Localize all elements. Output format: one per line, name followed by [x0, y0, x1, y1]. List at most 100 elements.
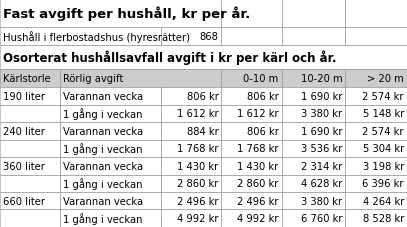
Bar — [221, 122, 282, 140]
Bar — [345, 28, 407, 46]
Text: 1 430 kr: 1 430 kr — [237, 161, 279, 171]
Text: 1 690 kr: 1 690 kr — [301, 91, 342, 101]
Bar — [161, 210, 221, 227]
Text: 360 liter: 360 liter — [3, 161, 45, 171]
Bar — [282, 140, 345, 157]
Bar — [161, 157, 221, 175]
Text: 1 430 kr: 1 430 kr — [177, 161, 219, 171]
Bar — [0, 210, 60, 227]
Text: 3 198 kr: 3 198 kr — [363, 161, 404, 171]
Bar — [282, 70, 345, 88]
Bar — [345, 192, 407, 210]
Bar — [282, 122, 345, 140]
Bar — [282, 0, 345, 28]
Bar — [161, 28, 221, 46]
Bar — [282, 192, 345, 210]
Bar — [345, 105, 407, 122]
Bar — [0, 192, 60, 210]
Bar — [282, 175, 345, 192]
Bar — [221, 175, 282, 192]
Bar — [0, 70, 60, 88]
Bar — [0, 46, 407, 70]
Bar — [60, 122, 161, 140]
Bar — [282, 210, 345, 227]
Text: 5 148 kr: 5 148 kr — [363, 109, 404, 119]
Text: Osorterat hushållsavfall avgift i kr per kärl och år.: Osorterat hushållsavfall avgift i kr per… — [3, 50, 337, 65]
Text: 2 860 kr: 2 860 kr — [237, 178, 279, 188]
Bar — [221, 140, 282, 157]
Bar — [0, 157, 60, 175]
Bar — [221, 210, 282, 227]
Bar — [161, 28, 221, 46]
Bar — [161, 175, 221, 192]
Bar — [161, 192, 221, 210]
Bar — [345, 157, 407, 175]
Bar — [161, 192, 221, 210]
Bar — [282, 140, 345, 157]
Bar — [0, 140, 60, 157]
Bar — [0, 0, 221, 28]
Text: Varannan vecka: Varannan vecka — [63, 196, 143, 206]
Bar — [221, 105, 282, 122]
Bar — [0, 88, 60, 105]
Bar — [60, 157, 161, 175]
Bar — [161, 88, 221, 105]
Bar — [161, 88, 221, 105]
Bar — [0, 46, 407, 70]
Text: Varannan vecka: Varannan vecka — [63, 126, 143, 136]
Bar — [161, 122, 221, 140]
Text: 3 380 kr: 3 380 kr — [301, 196, 342, 206]
Text: 1 768 kr: 1 768 kr — [237, 144, 279, 154]
Text: 884 kr: 884 kr — [187, 126, 219, 136]
Text: 1 768 kr: 1 768 kr — [177, 144, 219, 154]
Bar — [0, 122, 60, 140]
Text: 6 396 kr: 6 396 kr — [363, 178, 404, 188]
Text: 2 496 kr: 2 496 kr — [237, 196, 279, 206]
Bar — [345, 28, 407, 46]
Text: 5 304 kr: 5 304 kr — [363, 144, 404, 154]
Bar — [345, 88, 407, 105]
Text: 1 gång i veckan: 1 gång i veckan — [63, 108, 143, 120]
Text: 10-20 m: 10-20 m — [300, 74, 342, 84]
Bar — [60, 192, 161, 210]
Bar — [0, 105, 60, 122]
Bar — [345, 122, 407, 140]
Bar — [0, 192, 60, 210]
Text: 1 gång i veckan: 1 gång i veckan — [63, 212, 143, 224]
Text: 240 liter: 240 liter — [3, 126, 45, 136]
Text: Kärlstorle: Kärlstorle — [3, 74, 51, 84]
Bar — [345, 140, 407, 157]
Text: 660 liter: 660 liter — [3, 196, 45, 206]
Bar — [161, 157, 221, 175]
Text: 6 760 kr: 6 760 kr — [301, 213, 342, 223]
Bar — [60, 70, 221, 88]
Text: 8 528 kr: 8 528 kr — [363, 213, 404, 223]
Bar — [161, 175, 221, 192]
Bar — [221, 157, 282, 175]
Bar — [282, 28, 345, 46]
Text: 806 kr: 806 kr — [186, 91, 219, 101]
Text: 4 992 kr: 4 992 kr — [177, 213, 219, 223]
Text: 2 860 kr: 2 860 kr — [177, 178, 219, 188]
Bar — [345, 192, 407, 210]
Text: Fast avgift per hushåll, kr per år.: Fast avgift per hushåll, kr per år. — [3, 7, 250, 21]
Bar — [60, 105, 161, 122]
Bar — [221, 0, 282, 28]
Bar — [0, 122, 60, 140]
Bar — [345, 0, 407, 28]
Bar — [161, 105, 221, 122]
Bar — [345, 210, 407, 227]
Bar — [161, 140, 221, 157]
Bar — [282, 210, 345, 227]
Bar — [282, 88, 345, 105]
Text: > 20 m: > 20 m — [367, 74, 404, 84]
Bar — [60, 140, 161, 157]
Bar — [221, 88, 282, 105]
Bar — [345, 140, 407, 157]
Text: 806 kr: 806 kr — [247, 91, 279, 101]
Bar — [282, 192, 345, 210]
Bar — [221, 28, 282, 46]
Text: 2 574 kr: 2 574 kr — [363, 126, 404, 136]
Bar — [345, 175, 407, 192]
Bar — [0, 157, 60, 175]
